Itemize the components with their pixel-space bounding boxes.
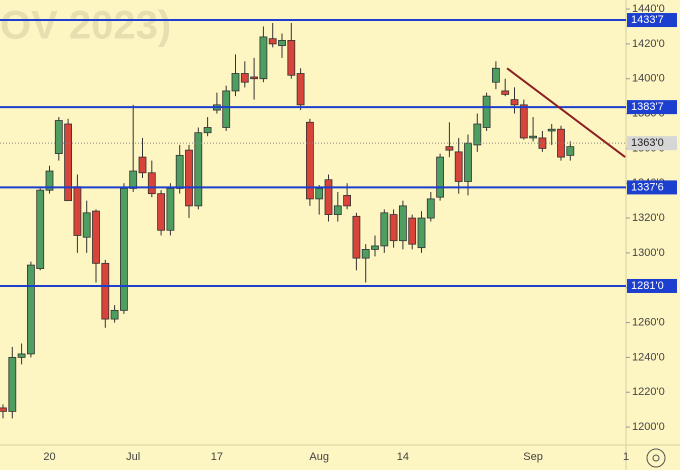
candle-body	[36, 189, 45, 269]
candle-body	[278, 40, 286, 47]
candle-body	[529, 135, 537, 139]
candle-body	[8, 356, 17, 412]
candle-body	[566, 146, 575, 156]
trend-line	[506, 67, 626, 158]
candle-body	[305, 121, 314, 200]
level-label-box	[627, 180, 677, 195]
level-label: 1281'0	[631, 280, 664, 292]
x-tick-label: 17	[211, 451, 223, 463]
candle-body	[371, 245, 379, 250]
candle-body	[287, 40, 296, 76]
candle-body	[0, 407, 7, 412]
level-label-box	[627, 13, 677, 28]
candle-body	[82, 212, 91, 238]
candle-body	[398, 205, 407, 242]
candle-body	[426, 198, 435, 219]
candle-body	[259, 36, 268, 80]
y-tick-label: 1220'0	[632, 386, 665, 398]
candle-body	[454, 151, 463, 182]
settings-core[interactable]	[652, 454, 660, 462]
level-label-box	[627, 278, 677, 293]
last-price-box	[627, 136, 677, 151]
candle-body	[147, 172, 156, 195]
x-tick-label: Jul	[126, 451, 140, 463]
settings-icon[interactable]	[646, 448, 666, 468]
candle-body	[352, 215, 361, 259]
candle-body	[194, 132, 203, 207]
candle-body	[408, 217, 417, 245]
watermark: OV 2023)	[0, 4, 171, 48]
candle-body	[175, 154, 184, 189]
candle-body	[445, 146, 454, 151]
x-tick-label: 20	[43, 451, 55, 463]
x-tick-label: 14	[397, 451, 409, 463]
candle-body	[501, 90, 510, 95]
level-label-box	[627, 100, 677, 115]
level-label: 1383'7	[631, 101, 664, 113]
x-tick-label: Sep	[523, 451, 543, 463]
candle-body	[64, 123, 72, 202]
candle-body	[324, 179, 333, 215]
settings-ring[interactable]	[646, 448, 666, 468]
candle-body	[296, 73, 305, 106]
level-label: 1337'6	[631, 181, 664, 193]
candle-body	[436, 156, 445, 198]
candle-body	[380, 212, 389, 247]
candle-body	[45, 170, 54, 191]
candle-body	[203, 127, 212, 134]
candle-body	[101, 262, 110, 320]
candle-body	[222, 90, 231, 128]
y-tick-label: 1420'0	[632, 38, 665, 50]
candle-body	[92, 210, 100, 264]
candle-body	[268, 38, 277, 45]
candle-body	[510, 99, 519, 106]
candle-body	[26, 264, 35, 355]
candle-body	[250, 76, 259, 80]
y-tick-label: 1200'0	[632, 421, 665, 433]
y-tick-label: 1440'0	[632, 3, 665, 15]
x-tick-label: 1	[623, 451, 629, 463]
candle-body	[17, 353, 26, 358]
y-tick-label: 1240'0	[632, 351, 665, 363]
candle-body	[343, 195, 352, 207]
candle-body	[157, 193, 166, 231]
y-tick-label: 1260'0	[632, 316, 665, 328]
last-price-label: 1363'0	[631, 137, 664, 149]
candle-body	[120, 188, 128, 311]
candle-body	[333, 205, 342, 215]
candle-body	[464, 142, 472, 182]
candle-body	[231, 73, 240, 92]
candle-body	[482, 95, 491, 128]
candle-body	[538, 137, 547, 149]
y-tick-label: 1320'0	[632, 212, 665, 224]
y-tick-label: 1400'0	[632, 73, 665, 85]
y-tick-label: 1300'0	[632, 247, 665, 259]
candle-body	[240, 73, 249, 83]
candle-body	[473, 123, 482, 146]
x-tick-label: Aug	[309, 451, 329, 463]
candle-body	[73, 186, 82, 236]
candle-body	[54, 120, 63, 155]
candle-body	[389, 214, 398, 242]
candle-body	[417, 217, 426, 249]
candle-body	[491, 67, 500, 83]
candle-body	[185, 149, 193, 207]
candle-body	[315, 188, 324, 200]
candle-body	[166, 188, 175, 231]
candle-body	[138, 156, 147, 174]
candle-body	[129, 170, 138, 189]
candle-body	[547, 128, 556, 132]
candle-body	[361, 249, 370, 259]
candle-body	[519, 104, 528, 139]
level-label: 1433'7	[631, 14, 664, 26]
candle-body	[110, 309, 119, 320]
